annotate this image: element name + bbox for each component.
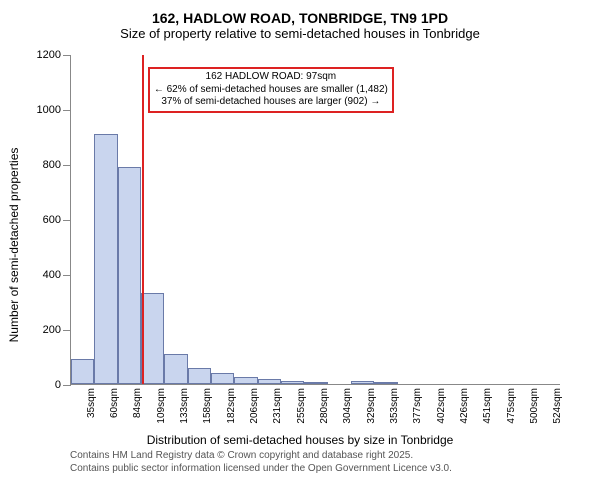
bar (211, 373, 234, 384)
bar (141, 293, 164, 384)
y-tick-label: 1000 (37, 104, 71, 116)
x-axis-label: Distribution of semi-detached houses by … (147, 433, 454, 447)
bar (71, 359, 94, 384)
x-tick-label: 426sqm (459, 388, 470, 424)
marker-line (142, 55, 144, 384)
x-tick-label: 35sqm (86, 388, 97, 418)
x-tick-label: 304sqm (342, 388, 353, 424)
bar (164, 354, 187, 384)
x-tick-label: 158sqm (202, 388, 213, 424)
x-tick-label: 353sqm (389, 388, 400, 424)
callout-line: 37% of semi-detached houses are larger (… (154, 96, 388, 109)
bar (94, 134, 117, 384)
x-tick-label: 109sqm (156, 388, 167, 424)
bar (234, 377, 257, 384)
footer: Contains HM Land Registry data © Crown c… (70, 449, 590, 475)
bar (374, 382, 397, 384)
chart-title-line2: Size of property relative to semi-detach… (10, 26, 590, 41)
y-axis-label: Number of semi-detached properties (7, 148, 21, 343)
bar (304, 382, 327, 384)
y-tick-label: 400 (43, 269, 71, 281)
x-tick-label: 500sqm (529, 388, 540, 424)
x-tick-label: 133sqm (179, 388, 190, 424)
bar (118, 167, 141, 384)
x-tick-label: 524sqm (552, 388, 563, 424)
x-tick-label: 377sqm (412, 388, 423, 424)
y-tick-label: 200 (43, 324, 71, 336)
bar (188, 368, 211, 385)
plot-area: 02004006008001000120035sqm60sqm84sqm109s… (70, 55, 560, 385)
x-tick-label: 84sqm (132, 388, 143, 418)
x-tick-label: 231sqm (272, 388, 283, 424)
x-tick-label: 182sqm (226, 388, 237, 424)
x-tick-label: 402sqm (436, 388, 447, 424)
y-tick-label: 0 (55, 379, 71, 391)
callout-line: 162 HADLOW ROAD: 97sqm (154, 71, 388, 84)
y-tick-label: 800 (43, 159, 71, 171)
callout-box: 162 HADLOW ROAD: 97sqm← 62% of semi-deta… (148, 67, 394, 113)
bar (281, 381, 304, 384)
bar (351, 381, 374, 384)
x-tick-label: 451sqm (482, 388, 493, 424)
y-tick-label: 1200 (37, 49, 71, 61)
y-tick-label: 600 (43, 214, 71, 226)
chart-area: Number of semi-detached properties 02004… (20, 45, 580, 445)
x-tick-label: 255sqm (296, 388, 307, 424)
x-tick-label: 206sqm (249, 388, 260, 424)
footer-line1: Contains HM Land Registry data © Crown c… (70, 449, 590, 462)
x-tick-label: 475sqm (506, 388, 517, 424)
callout-line: ← 62% of semi-detached houses are smalle… (154, 84, 388, 97)
bar (258, 379, 281, 385)
footer-line2: Contains public sector information licen… (70, 462, 590, 475)
chart-title-line1: 162, HADLOW ROAD, TONBRIDGE, TN9 1PD (10, 10, 590, 26)
x-tick-label: 329sqm (366, 388, 377, 424)
x-tick-label: 280sqm (319, 388, 330, 424)
x-tick-label: 60sqm (109, 388, 120, 418)
